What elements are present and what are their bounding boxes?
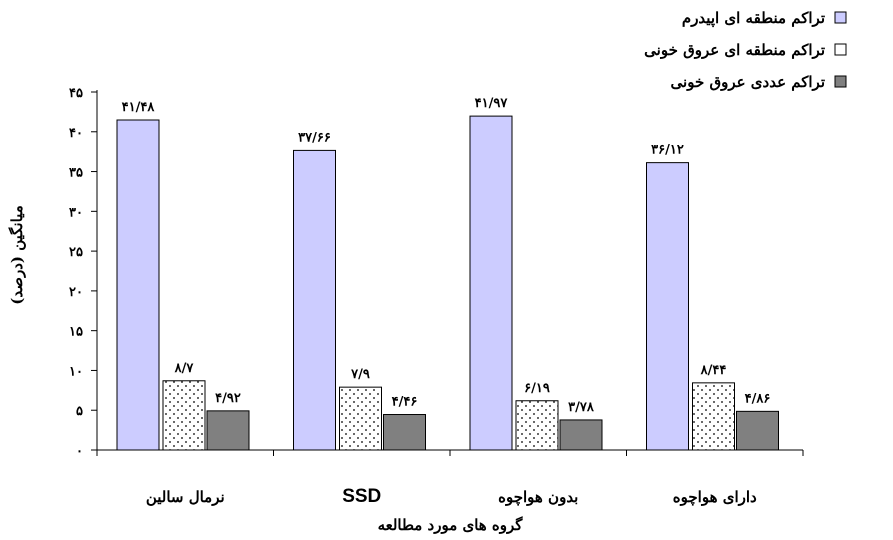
y-tick-label: ۳۵ [69, 166, 83, 181]
bar [469, 115, 513, 451]
y-tick-label: ۱۵ [69, 325, 83, 340]
legend-swatch [834, 11, 847, 24]
data-label: ۴۱/۹۷ [475, 96, 509, 111]
data-label: ۸/۷ [174, 361, 195, 376]
data-label: ۸/۴۴ [700, 363, 727, 378]
bar [383, 414, 426, 451]
data-label: ۴/۹۲ [215, 391, 241, 406]
y-tick-label: ۰ [76, 444, 83, 459]
y-tick-label: ۱۰ [69, 364, 83, 379]
y-tick-label: ۴۵ [69, 86, 83, 101]
bars: ۴۱/۴۸ ۳۷/۶۶ ۴۱/۹۷ ۳۶/۱۲ ۸/۷ ۷/۹ ۶/۱۹ ۸/۴۴ ۴/۹۲ ۴/… [116, 96, 779, 451]
data-label: ۳۷/۶۶ [298, 130, 331, 145]
y-tick-label: ۵ [76, 404, 83, 419]
legend-label: تراکم منطقه ای عروق خونی [644, 41, 825, 59]
legend-label: تراکم عددی عروق خونی [671, 73, 825, 91]
y-tick-label: ۲۰ [69, 285, 83, 300]
axes: ۰ ۵ ۱۰ ۱۵ ۲۰ ۲۵ ۳۰ ۳۵ ۴۰ ۴۵ نرمال سالین SSD بدون هوا… [69, 86, 804, 507]
bar [206, 410, 250, 451]
bar [116, 119, 160, 451]
legend-label: تراکم منطقه ای اپیدرم [682, 9, 825, 28]
x-axis-title: گروه های مورد مطالعه [378, 516, 524, 534]
data-label: ۳۶/۱۲ [651, 143, 684, 158]
bar [162, 380, 206, 451]
bar [559, 419, 603, 451]
y-axis-title: میانگین (درصد) [8, 205, 26, 305]
bar [515, 400, 559, 451]
x-category-label: بدون هواچوه [498, 488, 578, 506]
data-label: ۴۱/۴۸ [122, 100, 156, 115]
data-label: ۷/۹ [350, 367, 370, 382]
x-category-label: نرمال سالین [146, 488, 225, 506]
legend: تراکم منطقه ای اپیدرم تراکم منطقه ای عروق… [644, 9, 847, 91]
y-tick-label: ۴۰ [69, 126, 83, 141]
data-label: ۴/۸۶ [745, 391, 771, 406]
x-category-label: SSD [342, 486, 381, 507]
data-label: ۳/۷۸ [568, 400, 595, 415]
y-tick-label: ۲۵ [69, 245, 83, 260]
bar [339, 386, 382, 451]
data-label: ۴/۴۶ [392, 395, 418, 410]
bar [692, 382, 735, 451]
legend-swatch [834, 43, 847, 56]
x-category-label: دارای هواچوه [673, 488, 757, 506]
data-label: ۶/۱۹ [524, 381, 550, 396]
bar [646, 162, 689, 451]
legend-swatch [834, 75, 847, 88]
bar [293, 149, 336, 451]
bar [736, 410, 779, 451]
y-tick-label: ۳۰ [69, 205, 83, 220]
